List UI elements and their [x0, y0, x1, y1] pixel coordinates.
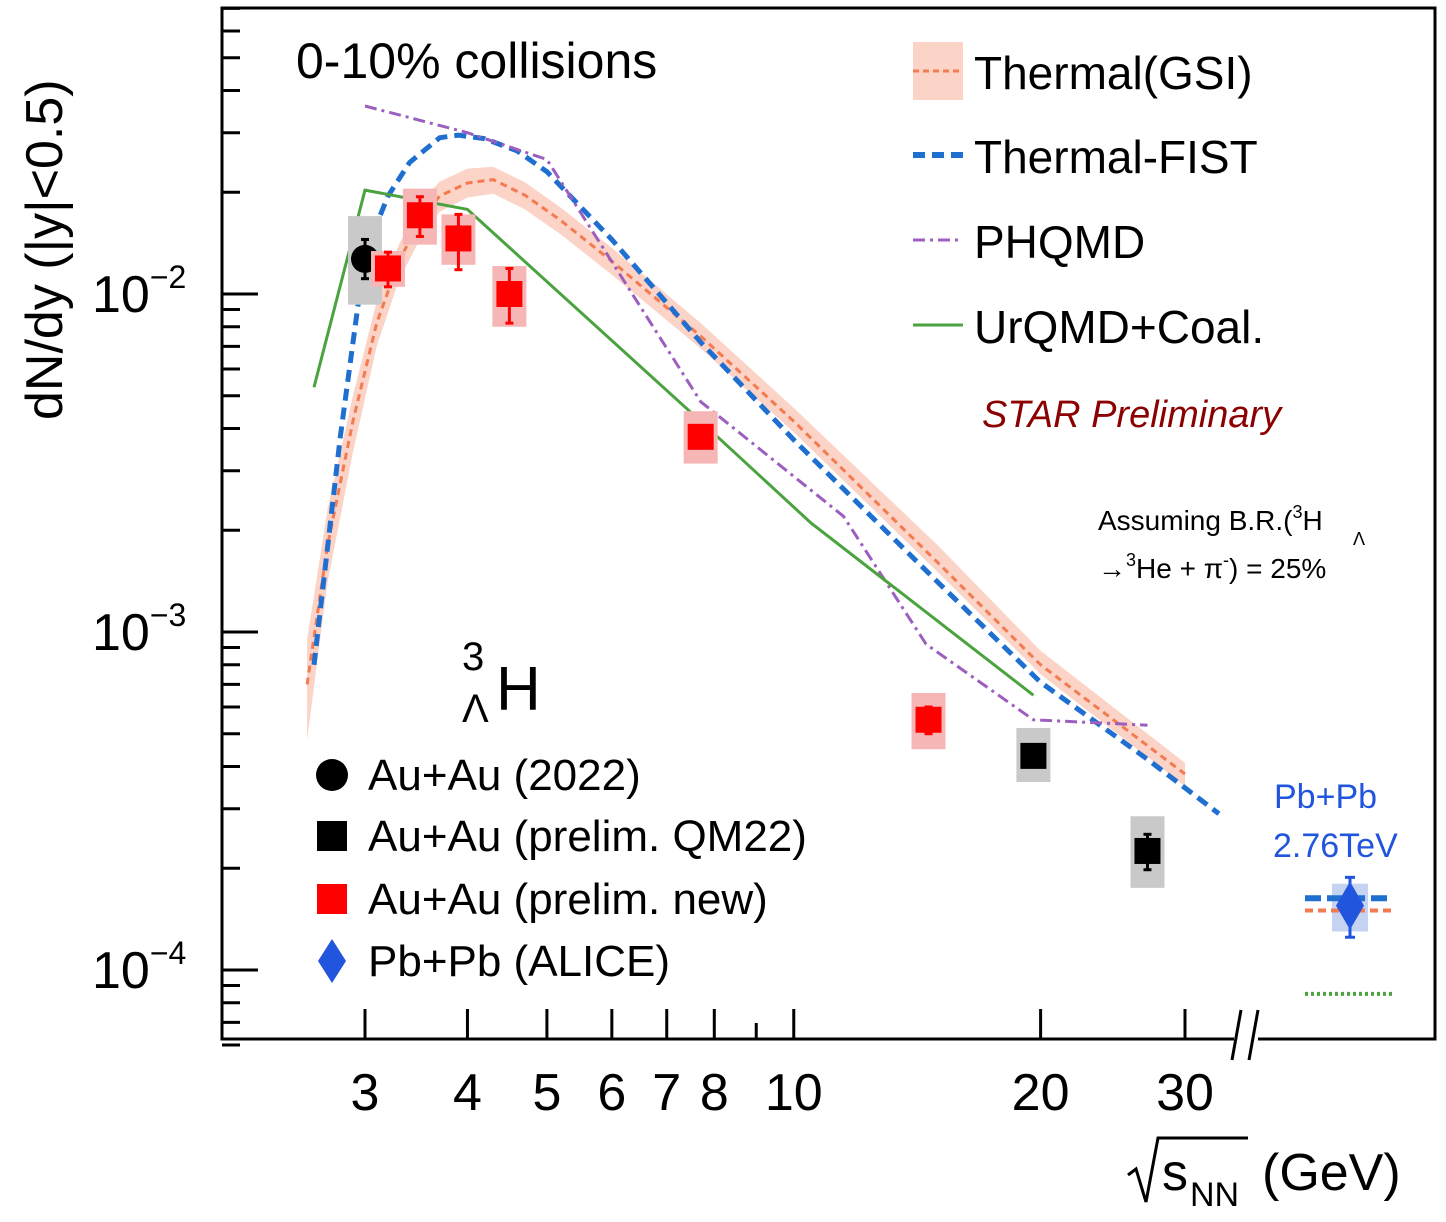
svg-text:Assuming B.R.(3H: Assuming B.R.(3H [1098, 502, 1323, 536]
y-tick-label: 10−3 [92, 597, 186, 662]
data-points [348, 188, 1165, 888]
legend-thermal-gsi-label: Thermal(GSI) [974, 47, 1253, 99]
alice-data-point-diamond [1336, 881, 1364, 930]
x-tick-label: 5 [532, 1064, 561, 1122]
x-tick-label: 10 [765, 1064, 823, 1122]
legend-label-new: Au+Au (prelim. new) [368, 875, 768, 924]
br-note-line2-sup: 3 [1126, 550, 1136, 570]
model-curves [305, 104, 1221, 816]
br-note-line1-a: Assuming B.R.( [1098, 505, 1293, 536]
br-note-line2-c: ) = 25% [1229, 553, 1326, 584]
x-axis-label-sub: NN [1190, 1176, 1239, 1214]
plot-frame [220, 6, 1437, 1041]
particle-super: 3 [462, 635, 484, 679]
alice-label-line2: 2.76TeV [1273, 827, 1398, 865]
x-tick-label: 20 [1012, 1064, 1070, 1122]
svg-text:→3He + π-) = 25%: →3He + π-) = 25% [1098, 550, 1326, 584]
y-axis-label: dN/dy (|y|<0.5) [16, 79, 74, 420]
br-note-line2-sup2: - [1223, 550, 1229, 570]
legend-marker-black-square [317, 821, 347, 851]
y-tick-label-exponent: −4 [150, 935, 186, 971]
legend-urqmd-label: UrQMD+Coal. [974, 301, 1264, 353]
legend-label-qm22: Au+Au (prelim. QM22) [368, 812, 807, 861]
y-tick-label-base: 10 [92, 942, 150, 1000]
legend-label-au2022: Au+Au (2022) [368, 751, 641, 800]
legend-phqmd-label: PHQMD [974, 216, 1145, 268]
br-note-line1-b: H [1303, 505, 1323, 536]
y-tick-label: 10−4 [92, 935, 186, 1000]
particle-symbol: H [496, 655, 541, 724]
br-note-line1-sup: 3 [1293, 502, 1303, 522]
y-tick-label-base: 10 [92, 266, 150, 324]
legend-marker-circle [316, 759, 348, 791]
star-preliminary-label: STAR Preliminary [982, 394, 1283, 436]
x-axis-label-s: s [1162, 1144, 1188, 1202]
x-axis-label: s NN (GeV) [1127, 1136, 1401, 1214]
x-tick-label: 3 [351, 1064, 380, 1122]
y-tick-label-exponent: −3 [150, 597, 186, 633]
data-point-square [406, 202, 433, 229]
data-point-square [496, 281, 523, 307]
y-tick-label-base: 10 [92, 604, 150, 662]
axis-break [1230, 1009, 1260, 1061]
sqrt-symbol [1127, 1136, 1248, 1203]
data-point-square [374, 255, 401, 282]
legend-data: Au+Au (2022) Au+Au (prelim. QM22) Au+Au … [316, 751, 807, 986]
y-tick-label-exponent: −2 [150, 259, 186, 295]
legend-marker-red-square [317, 884, 347, 914]
model-curve-urqmd-coal [312, 188, 1035, 697]
y-tick-label: 10−2 [92, 259, 186, 324]
br-note: Assuming B.R.(3H Λ →3He + π-) = 25% [1098, 502, 1365, 584]
legend-marker-diamond [318, 939, 346, 983]
legend-models: Thermal(GSI) Thermal-FIST PHQMD UrQMD+Co… [913, 42, 1264, 353]
particle-label: 3 Λ H [462, 635, 541, 731]
data-point-square [1134, 837, 1161, 864]
alice-label-line1: Pb+Pb [1274, 778, 1377, 816]
data-point-square [1020, 742, 1047, 769]
x-tick-label: 6 [597, 1064, 626, 1122]
legend-thermal-fist-label: Thermal-FIST [974, 131, 1258, 183]
data-point-square [445, 225, 472, 252]
x-tick-label: 4 [453, 1064, 482, 1122]
legend-label-alice: Pb+Pb (ALICE) [368, 937, 670, 986]
particle-sub: Λ [462, 687, 489, 731]
alice-panel [1305, 875, 1392, 996]
x-tick-label: 8 [700, 1064, 729, 1122]
header-text: 0-10% collisions [296, 33, 657, 89]
data-point-square [915, 706, 942, 733]
x-axis-label-unit: (GeV) [1262, 1144, 1401, 1202]
br-note-line2-b: He + π [1136, 553, 1223, 584]
x-tick-label: 7 [652, 1064, 681, 1122]
br-note-line2-a: → [1098, 553, 1126, 584]
x-tick-label: 30 [1156, 1064, 1214, 1122]
br-note-line1-sub: Λ [1353, 529, 1365, 549]
data-point-square [687, 423, 714, 450]
model-curve-thermal-gsi [305, 178, 1186, 776]
model-curve-phqmd [364, 104, 1148, 727]
